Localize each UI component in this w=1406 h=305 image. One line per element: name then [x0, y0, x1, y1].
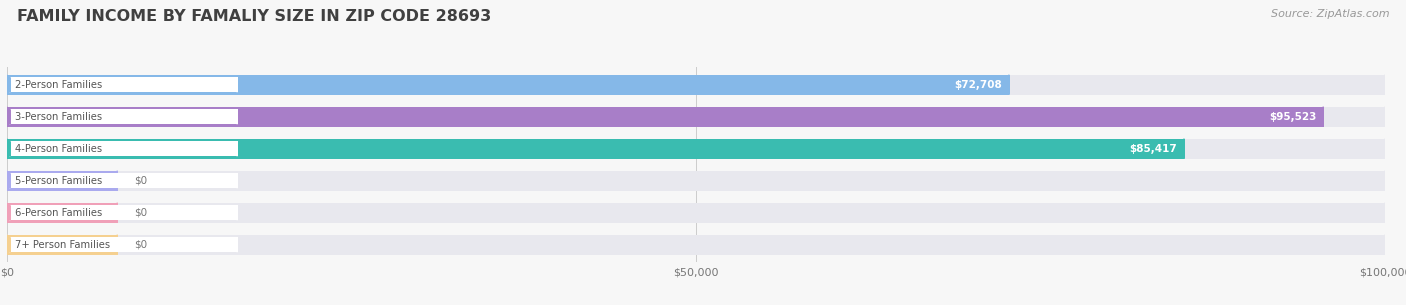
Bar: [7, 171, 117, 191]
Bar: [10, 109, 238, 124]
Bar: [7, 235, 1385, 255]
Text: $95,523: $95,523: [1270, 112, 1316, 122]
Text: 3-Person Families: 3-Person Families: [15, 112, 103, 122]
Bar: [7, 171, 1385, 191]
Text: $85,417: $85,417: [1129, 144, 1177, 154]
Text: 7+ Person Families: 7+ Person Families: [15, 240, 111, 250]
Text: $0: $0: [134, 176, 146, 186]
Text: 2-Person Families: 2-Person Families: [15, 80, 103, 90]
Bar: [10, 237, 238, 252]
Bar: [7, 139, 1385, 159]
Bar: [7, 203, 1385, 223]
Bar: [10, 77, 238, 92]
Text: 5-Person Families: 5-Person Families: [15, 176, 103, 186]
Bar: [10, 205, 238, 220]
Text: Source: ZipAtlas.com: Source: ZipAtlas.com: [1271, 9, 1389, 19]
Text: 6-Person Families: 6-Person Families: [15, 208, 103, 218]
Bar: [7, 235, 117, 255]
Bar: [7, 107, 1385, 127]
Bar: [10, 173, 238, 188]
Bar: [7, 75, 1010, 95]
Text: FAMILY INCOME BY FAMALIY SIZE IN ZIP CODE 28693: FAMILY INCOME BY FAMALIY SIZE IN ZIP COD…: [17, 9, 491, 24]
Bar: [7, 75, 1385, 95]
Bar: [7, 203, 117, 223]
Bar: [7, 139, 1184, 159]
Text: $0: $0: [134, 240, 146, 250]
Bar: [7, 107, 1323, 127]
Bar: [10, 141, 238, 156]
Text: $0: $0: [134, 208, 146, 218]
Text: 4-Person Families: 4-Person Families: [15, 144, 103, 154]
Text: $72,708: $72,708: [955, 80, 1002, 90]
